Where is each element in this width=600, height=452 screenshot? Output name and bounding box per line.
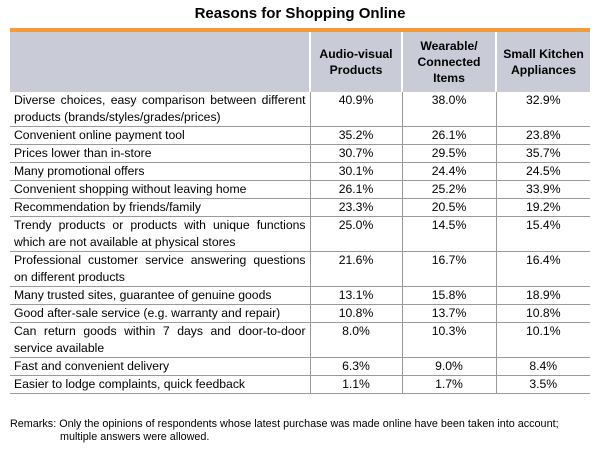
table-row: Many trusted sites, guarantee of genuine… xyxy=(10,286,590,305)
value-cell: 35.7% xyxy=(496,144,590,163)
reason-cell: Convenient online payment tool xyxy=(10,126,311,145)
remarks-line: Remarks: Only the opinions of respondent… xyxy=(10,418,559,430)
value-cell: 33.9% xyxy=(496,180,590,199)
table-row: Diverse choices, easy comparison between… xyxy=(10,92,590,127)
value-cell: 24.5% xyxy=(496,162,590,181)
column-header: Audio-visual Products xyxy=(310,32,403,92)
value-cell: 8.0% xyxy=(310,322,403,358)
value-cell: 40.9% xyxy=(310,92,403,127)
value-cell: 25.2% xyxy=(402,180,497,199)
value-cell: 23.8% xyxy=(496,126,590,145)
value-cell: 24.4% xyxy=(402,162,497,181)
value-cell: 30.1% xyxy=(310,162,403,181)
value-cell: 20.5% xyxy=(402,198,497,217)
value-cell: 1.7% xyxy=(402,375,497,394)
reason-cell: Prices lower than in-store xyxy=(10,144,311,163)
remarks-line: multiple answers were allowed. xyxy=(60,431,210,443)
table-row: Convenient online payment tool 35.2% 26.… xyxy=(10,126,590,145)
value-cell: 30.7% xyxy=(310,144,403,163)
table-row: Prices lower than in-store 30.7% 29.5% 3… xyxy=(10,144,590,163)
table-row: Good after-sale service (e.g. warranty a… xyxy=(10,304,590,323)
table-row: Convenient shopping without leaving home… xyxy=(10,180,590,199)
value-cell: 32.9% xyxy=(496,92,590,127)
reason-cell: Trendy products or products with unique … xyxy=(10,216,311,252)
table-row: Recommendation by friends/family 23.3% 2… xyxy=(10,198,590,217)
value-cell: 6.3% xyxy=(310,357,403,376)
table-row: Trendy products or products with unique … xyxy=(10,216,590,252)
column-header xyxy=(10,32,311,92)
value-cell: 10.8% xyxy=(496,304,590,323)
table-row: Easier to lodge complaints, quick feedba… xyxy=(10,375,590,394)
value-cell: 10.1% xyxy=(496,322,590,358)
value-cell: 14.5% xyxy=(402,216,497,252)
value-cell: 15.4% xyxy=(496,216,590,252)
value-cell: 9.0% xyxy=(402,357,497,376)
value-cell: 8.4% xyxy=(496,357,590,376)
value-cell: 16.7% xyxy=(402,251,497,287)
table-row: Professional customer service answering … xyxy=(10,251,590,287)
table-row: Can return goods within 7 days and door-… xyxy=(10,322,590,358)
value-cell: 3.5% xyxy=(496,375,590,394)
reason-cell: Many promotional offers xyxy=(10,162,311,181)
value-cell: 29.5% xyxy=(402,144,497,163)
reason-cell: Professional customer service answering … xyxy=(10,251,311,287)
reason-cell: Fast and convenient delivery xyxy=(10,357,311,376)
value-cell: 26.1% xyxy=(402,126,497,145)
accent-rule xyxy=(10,28,590,32)
reason-cell: Convenient shopping without leaving home xyxy=(10,180,311,199)
value-cell: 10.3% xyxy=(402,322,497,358)
reason-cell: Good after-sale service (e.g. warranty a… xyxy=(10,304,311,323)
remarks-note: Remarks: Only the opinions of respondent… xyxy=(10,418,590,444)
reason-cell: Easier to lodge complaints, quick feedba… xyxy=(10,375,311,394)
value-cell: 10.8% xyxy=(310,304,403,323)
reason-cell: Diverse choices, easy comparison between… xyxy=(10,92,311,127)
value-cell: 21.6% xyxy=(310,251,403,287)
table-row: Many promotional offers 30.1% 24.4% 24.5… xyxy=(10,162,590,181)
reason-cell: Recommendation by friends/family xyxy=(10,198,311,217)
value-cell: 25.0% xyxy=(310,216,403,252)
value-cell: 38.0% xyxy=(402,92,497,127)
reasons-table: Audio-visual Products Wearable/ Connecte… xyxy=(10,32,590,394)
value-cell: 16.4% xyxy=(496,251,590,287)
value-cell: 19.2% xyxy=(496,198,590,217)
reason-cell: Many trusted sites, guarantee of genuine… xyxy=(10,286,311,305)
value-cell: 35.2% xyxy=(310,126,403,145)
column-header: Small Kitchen Appliances xyxy=(496,32,590,92)
value-cell: 13.7% xyxy=(402,304,497,323)
column-header: Wearable/ Connected Items xyxy=(402,32,497,92)
table-title: Reasons for Shopping Online xyxy=(194,5,406,22)
value-cell: 13.1% xyxy=(310,286,403,305)
value-cell: 18.9% xyxy=(496,286,590,305)
value-cell: 15.8% xyxy=(402,286,497,305)
value-cell: 23.3% xyxy=(310,198,403,217)
table-row: Fast and convenient delivery 6.3% 9.0% 8… xyxy=(10,357,590,376)
value-cell: 1.1% xyxy=(310,375,403,394)
reason-cell: Can return goods within 7 days and door-… xyxy=(10,322,311,358)
header-row: Audio-visual Products Wearable/ Connecte… xyxy=(10,32,590,92)
value-cell: 26.1% xyxy=(310,180,403,199)
